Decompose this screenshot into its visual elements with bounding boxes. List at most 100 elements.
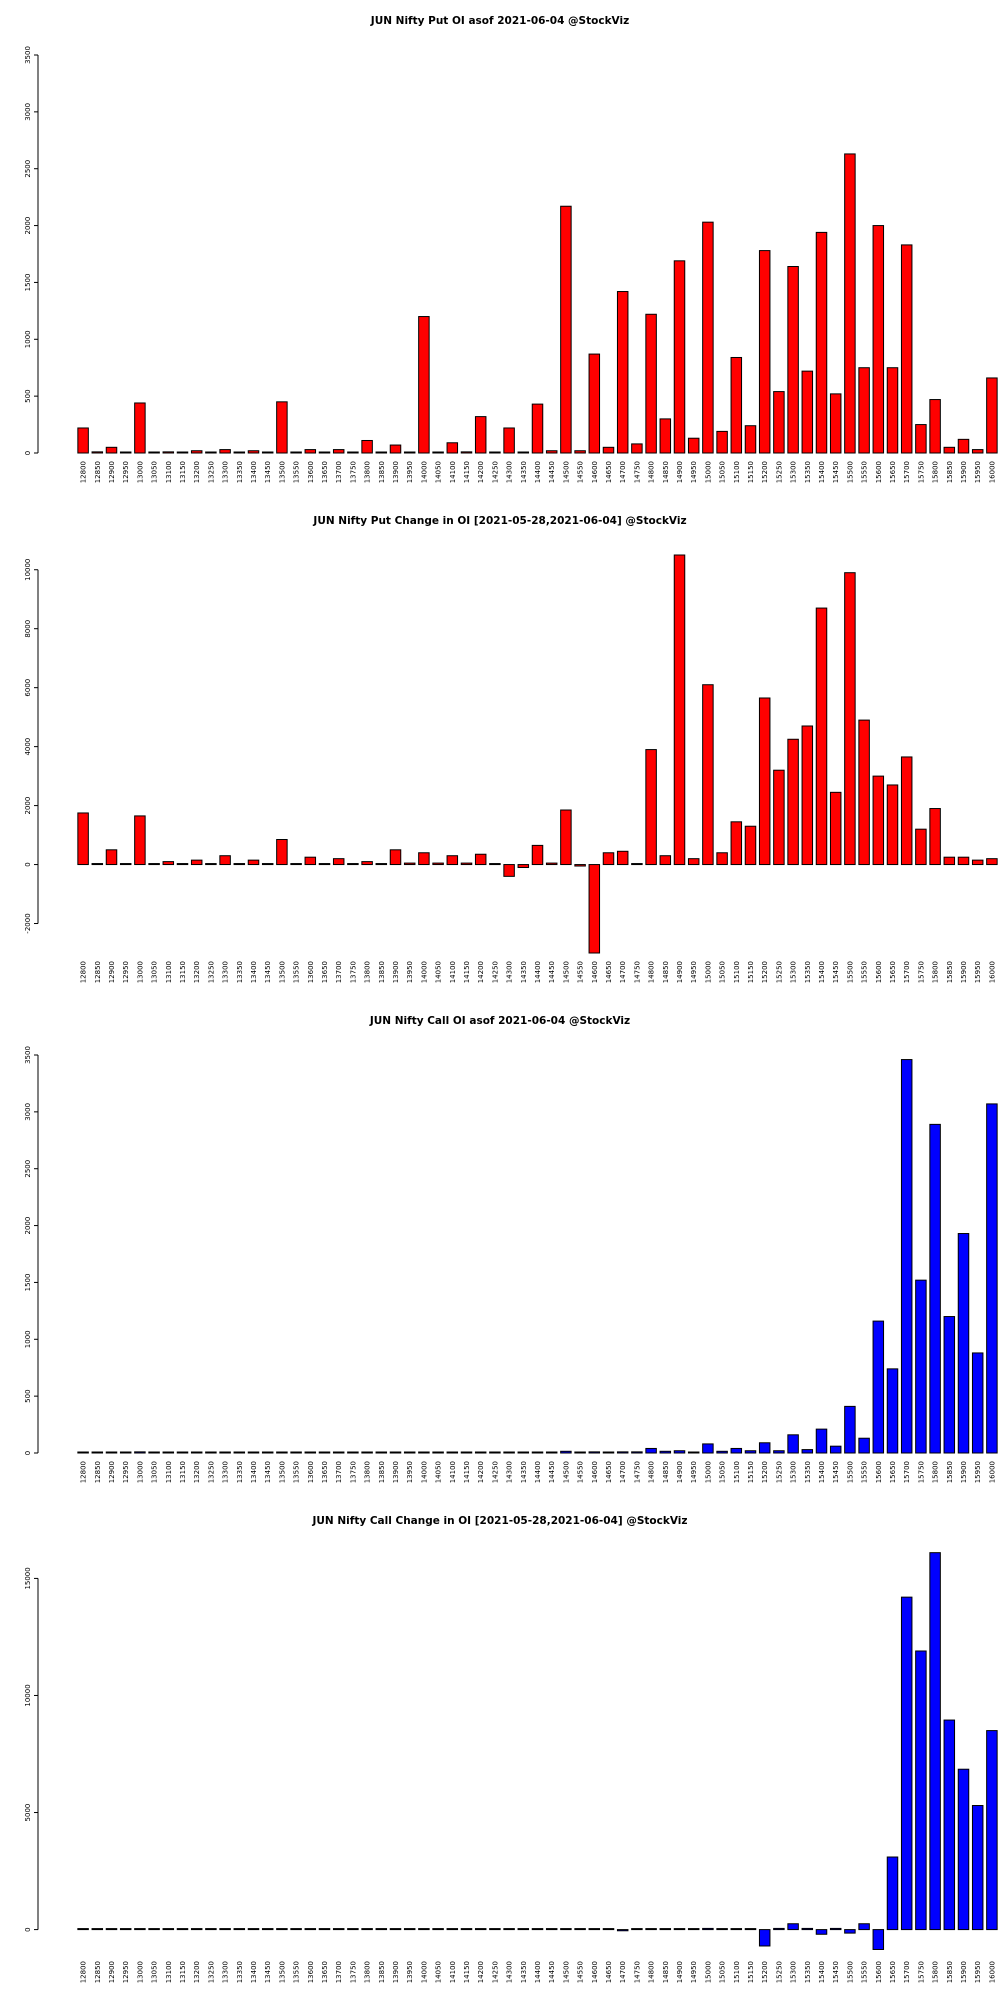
y-tick-label: 1500 [24, 274, 32, 292]
bar-13300 [219, 1928, 231, 1931]
x-tick-label: 15300 [790, 961, 798, 983]
x-tick-label: 12800 [80, 1461, 88, 1483]
x-tick-label: 13150 [179, 1961, 187, 1983]
bar-14100 [446, 1451, 459, 1454]
x-tick-label: 14450 [548, 461, 556, 483]
bar-13700 [332, 449, 345, 454]
bar-15650 [886, 1368, 899, 1454]
x-tick-label: 14100 [449, 1461, 457, 1483]
bar-13750 [347, 1451, 359, 1454]
bar-13600 [304, 856, 317, 866]
x-tick-label: 13800 [364, 461, 372, 483]
x-tick-label: 13300 [222, 461, 230, 483]
y-tick-label: 6000 [24, 679, 32, 697]
bar-14300 [503, 427, 515, 454]
x-tick-label: 13750 [349, 1461, 357, 1483]
put-change-oi-chart: JUN Nifty Put Change in OI [2021-05-28,2… [0, 500, 1000, 1000]
bar-13550 [290, 1451, 302, 1454]
x-tick-label: 14800 [648, 461, 656, 483]
x-tick-label: 15350 [804, 1461, 812, 1483]
x-tick-label: 13800 [364, 1461, 372, 1483]
bar-15850 [943, 446, 956, 454]
x-tick-label: 13450 [264, 961, 272, 983]
bar-15700 [900, 756, 913, 866]
bar-13850 [375, 1928, 388, 1931]
bar-13500 [276, 1928, 288, 1931]
bar-14800 [645, 313, 657, 454]
bar-13550 [290, 1928, 302, 1931]
bar-14100 [446, 855, 459, 866]
bar-13500 [276, 1451, 288, 1454]
bar-13950 [403, 862, 416, 866]
bar-14350 [517, 1451, 530, 1454]
x-tick-label: 15000 [704, 961, 712, 983]
x-tick-label: 13150 [179, 961, 187, 983]
bar-13400 [247, 1928, 260, 1931]
bar-14850 [659, 1928, 672, 1931]
x-tick-label: 13400 [250, 961, 258, 983]
x-tick-label: 12800 [80, 961, 88, 983]
bar-14950 [687, 1451, 700, 1454]
bar-15250 [773, 1450, 785, 1454]
x-tick-label: 15800 [932, 961, 940, 983]
bar-15700 [900, 244, 913, 454]
x-tick-label: 13350 [236, 961, 244, 983]
bar-13150 [176, 1451, 189, 1454]
chart-svg: JUN Nifty Put OI asof 2021-06-04 @StockV… [24, 15, 998, 483]
bar-15500 [844, 153, 856, 454]
x-tick-label: 14650 [605, 961, 613, 983]
x-tick-label: 14700 [619, 961, 627, 983]
bar-13900 [389, 1451, 402, 1454]
bar-15600 [872, 775, 885, 866]
x-tick-label: 14300 [506, 461, 514, 483]
bar-13250 [205, 1928, 217, 1931]
y-tick-label: 10000 [24, 559, 32, 581]
x-tick-label: 12850 [94, 1461, 102, 1483]
y-tick-label: 2000 [24, 1217, 32, 1235]
x-tick-label: 13650 [321, 1961, 329, 1983]
bar-14650 [602, 446, 615, 454]
bar-15150 [744, 825, 757, 866]
x-tick-label: 15050 [719, 461, 727, 483]
x-tick-label: 13950 [406, 1461, 414, 1483]
x-tick-label: 14200 [477, 1461, 485, 1483]
bar-14250 [489, 863, 501, 866]
x-tick-label: 15050 [719, 961, 727, 983]
bar-13550 [290, 863, 302, 866]
x-tick-label: 13400 [250, 1961, 258, 1983]
x-tick-label: 14650 [605, 1961, 613, 1983]
bar-13100 [162, 1928, 175, 1931]
bar-13300 [219, 449, 231, 454]
bar-15950 [971, 859, 984, 866]
bar-14550 [574, 450, 586, 454]
y-tick-label: 1000 [24, 330, 32, 348]
x-tick-label: 13800 [364, 961, 372, 983]
y-tick-label: 8000 [24, 620, 32, 638]
x-tick-label: 13500 [278, 961, 286, 983]
x-tick-label: 14700 [619, 1961, 627, 1983]
x-tick-label: 15600 [875, 1961, 883, 1983]
bar-15850 [943, 1316, 956, 1454]
bar-13250 [205, 863, 217, 866]
y-tick-label: 500 [24, 389, 32, 402]
y-tick-label: 10000 [24, 1684, 32, 1706]
x-tick-label: 13500 [278, 1461, 286, 1483]
bar-14050 [432, 451, 444, 454]
bar-15800 [929, 399, 941, 454]
bar-13250 [205, 451, 217, 454]
bar-12900 [105, 446, 118, 454]
x-tick-label: 15100 [733, 461, 741, 483]
bar-14300 [503, 1928, 515, 1931]
bar-15550 [858, 367, 870, 454]
bar-15650 [886, 784, 899, 866]
bar-14650 [602, 1928, 615, 1931]
bar-14700 [616, 291, 629, 454]
bar-13300 [219, 855, 231, 866]
bar-13350 [233, 863, 246, 866]
x-tick-label: 15900 [960, 1461, 968, 1483]
x-tick-label: 14200 [477, 1961, 485, 1983]
bar-13000 [134, 1451, 146, 1454]
x-tick-label: 15800 [932, 1961, 940, 1983]
x-tick-label: 13050 [151, 1461, 159, 1483]
x-tick-label: 15650 [889, 961, 897, 983]
